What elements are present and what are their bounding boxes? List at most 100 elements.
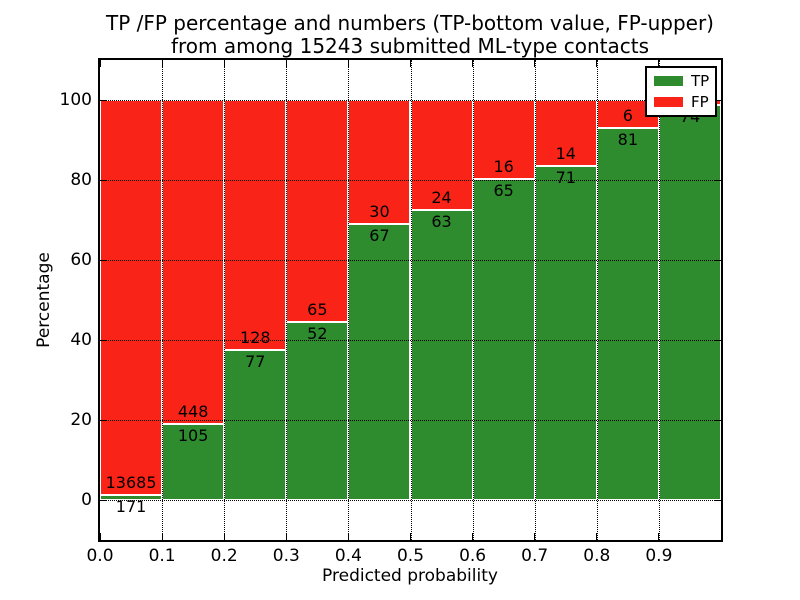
tp-count-label: 63 <box>431 212 452 232</box>
x-tick-mark <box>410 533 411 540</box>
tp-count-label: 71 <box>555 167 576 187</box>
fp-color-swatch <box>654 97 683 107</box>
x-tick-label: 0.5 <box>396 546 425 566</box>
y-axis-label: Percentage <box>34 252 54 348</box>
x-tick-label: 0.2 <box>210 546 238 566</box>
x-tick-label: 0.9 <box>645 546 673 566</box>
x-tick-mark-top <box>534 60 536 67</box>
legend-label-tp: TP <box>691 72 710 90</box>
y-tick-mark <box>100 179 107 181</box>
x-gridline <box>534 60 536 540</box>
y-tick-mark <box>100 259 107 261</box>
x-tick-label: 0.1 <box>148 546 176 566</box>
y-tick-label: 60 <box>70 250 92 270</box>
fp-count-label: 13685 <box>105 473 157 493</box>
x-tick-mark <box>161 533 163 540</box>
x-gridline <box>348 60 350 540</box>
x-gridline <box>224 60 226 540</box>
x-gridline <box>658 60 660 540</box>
x-gridline <box>162 60 164 540</box>
x-tick-label: 0.7 <box>521 546 549 566</box>
x-tick-mark <box>658 533 660 540</box>
x-tick-mark <box>99 533 101 540</box>
tp-count-label: 81 <box>617 129 639 149</box>
tp-bar-segment <box>472 179 535 500</box>
chart-subtitle: from among 15243 submitted ML-type conta… <box>170 34 650 58</box>
fp-bar-segment <box>100 100 163 496</box>
tp-bar-segment <box>596 127 659 500</box>
y-tick-mark-right <box>714 99 721 101</box>
fp-count-label: 24 <box>431 188 452 208</box>
x-gridline <box>286 60 288 540</box>
x-tick-mark-top <box>161 60 163 67</box>
x-tick-mark <box>223 533 225 540</box>
fp-count-label: 65 <box>307 300 328 320</box>
x-tick-mark-top <box>99 60 101 67</box>
fp-bar-segment <box>534 100 597 166</box>
fp-count-label: 16 <box>493 157 514 176</box>
y-tick-mark <box>100 499 107 501</box>
x-tick-label: 0.8 <box>583 546 611 566</box>
x-tick-mark-top <box>223 60 225 67</box>
x-tick-mark-top <box>285 60 287 67</box>
x-gridline <box>472 60 474 540</box>
tp-bar-segment <box>658 105 721 500</box>
tp-color-swatch <box>654 76 683 86</box>
x-tick-mark-top <box>347 60 349 67</box>
tp-count-label: 65 <box>493 181 514 200</box>
x-tick-mark <box>472 533 474 540</box>
y-tick-label: 80 <box>70 170 92 190</box>
y-tick-mark <box>100 419 107 421</box>
tp-count-label: 105 <box>177 426 209 446</box>
x-tick-mark <box>596 533 598 540</box>
y-tick-label: 40 <box>70 330 92 350</box>
y-tick-label: 0 <box>81 490 92 510</box>
fp-count-label: 448 <box>177 402 209 422</box>
x-tick-mark-top <box>472 60 474 67</box>
tp-bar-segment <box>224 349 287 500</box>
fp-count-label: 30 <box>369 201 390 221</box>
x-tick-mark-top <box>658 60 660 67</box>
legend-item-fp: FP <box>654 93 709 111</box>
y-tick-label: 100 <box>59 90 92 110</box>
x-gridline <box>596 60 598 540</box>
y-tick-mark-right <box>714 419 721 421</box>
y-tick-mark-right <box>714 179 721 181</box>
x-tick-mark <box>285 533 287 540</box>
tp-bar-segment <box>286 322 349 500</box>
legend-item-tp: TP <box>654 72 710 90</box>
tp-bar-segment <box>348 223 411 500</box>
fp-bar-segment <box>224 100 287 350</box>
y-tick-mark-right <box>714 339 721 341</box>
fp-bar-segment <box>348 100 411 224</box>
x-tick-mark <box>534 533 536 540</box>
tp-bar-segment <box>410 210 473 500</box>
legend-label-fp: FP <box>691 93 709 111</box>
tp-count-label: 171 <box>115 497 147 517</box>
y-tick-label: 20 <box>70 410 92 430</box>
y-tick-mark <box>100 99 107 101</box>
y-tick-mark <box>100 339 107 341</box>
fp-bar-segment <box>286 100 349 323</box>
tp-count-label: 67 <box>369 225 390 245</box>
chart-title: TP /FP percentage and numbers (TP-bottom… <box>106 11 714 35</box>
x-tick-mark-top <box>596 60 598 67</box>
fp-count-label: 128 <box>239 327 271 347</box>
tp-count-label: 52 <box>307 324 328 344</box>
x-tick-label: 0.4 <box>334 546 362 566</box>
x-tick-label: 0.6 <box>459 546 487 566</box>
x-tick-label: 0.0 <box>86 546 114 566</box>
x-tick-mark-top <box>410 60 411 67</box>
y-tick-mark-right <box>714 499 721 501</box>
fp-count-label: 6 <box>622 105 633 125</box>
fp-bar-segment <box>162 100 225 425</box>
tp-count-label: 77 <box>245 351 266 371</box>
legend: TP FP <box>645 66 717 117</box>
x-tick-label: 0.3 <box>272 546 300 566</box>
x-axis-label: Predicted probability <box>322 566 498 586</box>
tp-bar-segment <box>162 424 225 500</box>
x-gridline <box>410 60 412 540</box>
x-tick-mark <box>347 533 349 540</box>
fp-count-label: 14 <box>555 143 576 163</box>
